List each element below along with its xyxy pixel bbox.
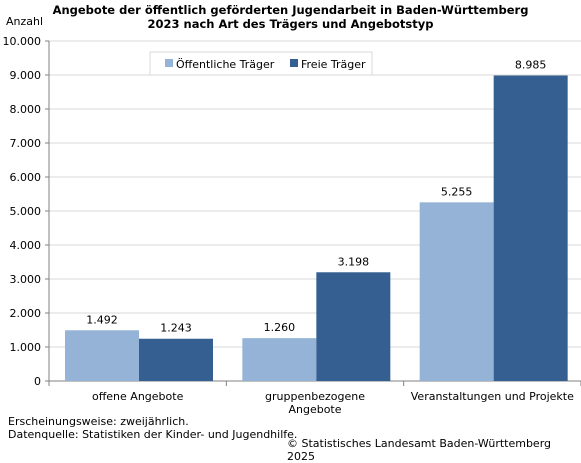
data-label: 3.198 (338, 255, 370, 268)
y-tick-label: 5.000 (10, 205, 42, 218)
y-tick-label: 7.000 (10, 137, 42, 150)
footnote-source: Datenquelle: Statistiken der Kinder- und… (8, 428, 298, 441)
y-tick-label: 8.000 (10, 103, 42, 116)
y-tick-label: 4.000 (10, 239, 42, 252)
x-category-label: Veranstaltungen und Projekte (411, 390, 574, 403)
y-tick-label: 6.000 (10, 171, 42, 184)
y-tick-label: 3.000 (10, 273, 42, 286)
data-label: 1.243 (160, 322, 192, 335)
chart-title: Angebote der öffentlich geförderten Juge… (0, 3, 581, 31)
bar-chart: 0 1.000 2.000 3.000 4.000 5.000 6.000 7.000 8.00… (3, 35, 581, 416)
y-tick-label: 0 (34, 375, 41, 388)
bar (419, 202, 494, 381)
data-label: 8.985 (515, 59, 547, 72)
data-label: 5.255 (441, 185, 473, 198)
legend-label: Freie Träger (301, 58, 366, 71)
y-axis-label: Anzahl (6, 15, 44, 28)
legend-swatch (165, 59, 173, 67)
chart-title-line2: 2023 nach Art des Trägers und Angebotsty… (147, 17, 434, 31)
x-category-label: Angebote (288, 403, 341, 416)
y-tick-label: 9.000 (10, 69, 42, 82)
bar (316, 272, 391, 381)
y-tick-label: 1.000 (10, 341, 42, 354)
data-label: 1.260 (264, 321, 296, 334)
bar (65, 330, 139, 381)
legend-box (149, 51, 373, 76)
x-category-label: offene Angebote (92, 390, 184, 403)
x-category-label: gruppenbezogene (265, 390, 365, 403)
y-tick-label: 2.000 (10, 307, 42, 320)
bar (139, 338, 213, 381)
legend-swatch (290, 59, 298, 67)
chart-title-line1: Angebote der öffentlich geförderten Juge… (52, 3, 529, 17)
copyright: © Statistisches Landesamt Baden-Württemb… (287, 437, 552, 463)
legend-label: Öffentliche Träger (176, 58, 275, 71)
y-tick-label: 10.000 (3, 35, 42, 48)
data-label: 1.492 (86, 313, 118, 326)
bar (242, 338, 317, 381)
footnote-frequency: Erscheinungsweise: zweijährlich. (8, 415, 189, 428)
bar (493, 75, 568, 381)
